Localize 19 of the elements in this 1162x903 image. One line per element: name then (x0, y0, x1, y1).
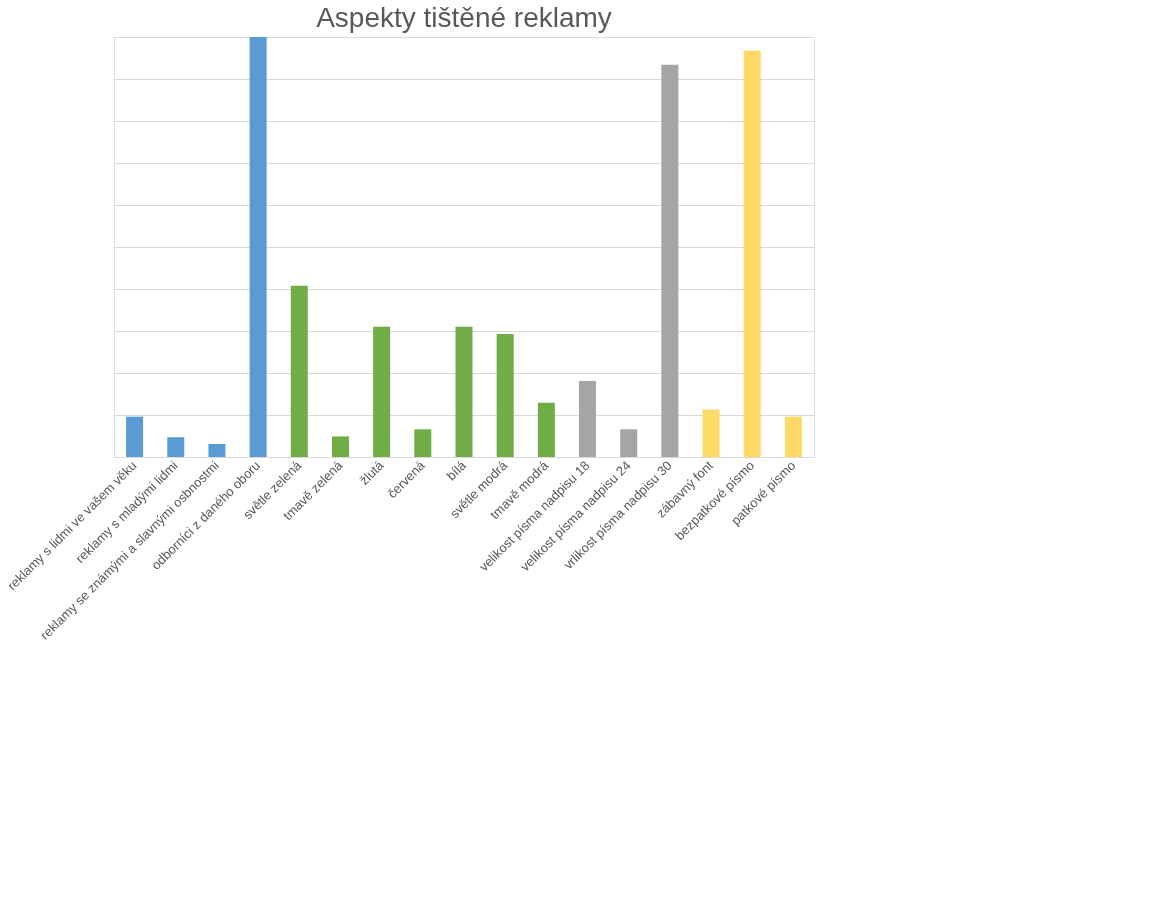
bar (537, 402, 555, 457)
bar (249, 37, 267, 457)
bar (208, 443, 226, 457)
bar (331, 436, 349, 457)
bar (620, 429, 638, 457)
chart-title: Aspekty tištěné reklamy (316, 2, 612, 33)
bar (373, 326, 391, 457)
bar (455, 326, 473, 457)
bar (126, 416, 144, 457)
bar (290, 285, 308, 457)
bar (167, 437, 185, 457)
bar (702, 409, 720, 457)
bar (661, 64, 679, 457)
bar (784, 416, 802, 457)
x-tick-label: bílá (443, 457, 470, 484)
bar (496, 333, 514, 457)
bar (579, 380, 597, 457)
bar (743, 50, 761, 457)
bar (414, 429, 432, 457)
